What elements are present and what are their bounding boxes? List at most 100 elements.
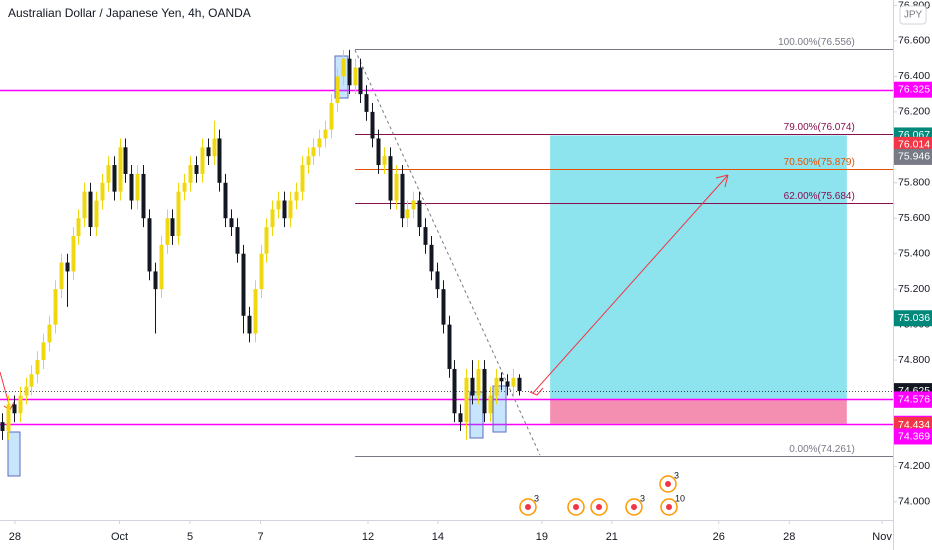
candle-body (335, 76, 340, 104)
candle-body (217, 138, 222, 183)
candle-body (311, 147, 316, 157)
x-tick-label: 14 (432, 531, 444, 543)
fib-label: 0.00%(74.261) (789, 444, 855, 455)
candle-body (505, 381, 510, 387)
candle-body (253, 289, 258, 334)
candle-body (182, 182, 187, 192)
event-dot (666, 504, 672, 510)
candle-body (229, 218, 234, 228)
x-tick-label: 12 (362, 531, 374, 543)
price-badge-label: 75.036 (898, 312, 930, 324)
price-badge-label: 74.576 (898, 394, 930, 406)
y-tick-label: 74.800 (898, 354, 930, 366)
candle-body (223, 182, 228, 219)
candle-body (382, 156, 387, 166)
candle-body (170, 218, 175, 236)
candle-body (194, 165, 199, 174)
candle-body (176, 191, 181, 236)
candle-body (6, 404, 11, 431)
candle-body (300, 165, 305, 192)
candle-body (264, 227, 269, 254)
candle-body (411, 200, 416, 210)
candle-body (405, 209, 410, 219)
x-tick-label: Nov (872, 531, 892, 543)
y-tick-label: 76.400 (898, 70, 930, 82)
candle-body (235, 227, 240, 254)
candle-body (159, 244, 164, 290)
candle-body (65, 262, 70, 272)
candle-body (429, 244, 434, 272)
candle-body (35, 360, 40, 375)
event-count: 3 (674, 470, 679, 480)
candle-body (341, 58, 346, 77)
candle-body (517, 377, 522, 392)
candle-body (317, 138, 322, 148)
candle-body (76, 218, 81, 236)
currency-label: JPY (904, 10, 923, 21)
candle-body (135, 173, 140, 201)
candle-body (488, 395, 493, 414)
candle-body (129, 173, 134, 201)
highlight-box (469, 391, 484, 439)
candle-body (282, 200, 287, 219)
candle-body (165, 218, 170, 245)
price-badge (894, 428, 932, 445)
candle-body (94, 200, 99, 228)
trend-line (354, 49, 541, 456)
candle-body (417, 200, 422, 228)
arrow-head (529, 387, 544, 396)
event-count: 3 (640, 493, 645, 503)
event-dot (525, 504, 531, 510)
candle-body (41, 342, 46, 361)
fib-label: 62.00%(75.684) (784, 191, 855, 202)
candle-body (47, 324, 52, 343)
price-badge-label: 76.325 (898, 83, 930, 95)
y-tick-label: 75.600 (898, 212, 930, 224)
price-badge-label: 76.014 (898, 139, 930, 151)
chart-title: Australian Dollar / Japanese Yen, 4h, OA… (8, 6, 251, 20)
candle-body (241, 253, 246, 316)
candle-body (364, 94, 369, 112)
candle-body (447, 324, 452, 369)
candle-body (18, 395, 23, 414)
candle-body (470, 377, 475, 396)
candle-body (306, 156, 311, 166)
candle-body (12, 404, 17, 414)
arrow-head (715, 174, 729, 188)
candle-body (24, 386, 29, 396)
candle-body (388, 156, 393, 201)
fib-label: 79.00%(76.074) (784, 122, 855, 133)
candle-body (106, 165, 111, 183)
candle-body (400, 173, 405, 219)
candle-body (147, 218, 152, 272)
candle-body (394, 173, 399, 201)
x-tick-label: 5 (187, 531, 193, 543)
candle-body (259, 253, 264, 290)
candle-body (200, 147, 205, 174)
candle-body (441, 289, 446, 325)
candle-body (476, 368, 481, 396)
price-badge (894, 148, 932, 165)
event-dot (631, 504, 637, 510)
price-badge (894, 391, 932, 408)
fib-label: 100.00%(76.556) (778, 37, 855, 48)
y-tick-label: 75.400 (898, 247, 930, 259)
candle-body (464, 377, 469, 423)
candle-body (29, 374, 34, 387)
price-badge-label: 74.369 (898, 430, 930, 442)
candle-body (294, 191, 299, 201)
candle-body (270, 209, 275, 228)
currency-badge (899, 5, 927, 25)
candle-body (499, 377, 504, 382)
candle-body (100, 182, 105, 201)
x-tick-label: 19 (536, 531, 548, 543)
candle-body (82, 191, 87, 219)
price-badge (894, 81, 932, 98)
y-tick-label: 75.200 (898, 283, 930, 295)
candle-body (435, 271, 440, 290)
event-dot (665, 481, 671, 487)
y-tick-label: 75.800 (898, 177, 930, 189)
candle-body (329, 103, 334, 130)
candle-body (112, 165, 117, 192)
forecast-arrow (532, 174, 729, 394)
